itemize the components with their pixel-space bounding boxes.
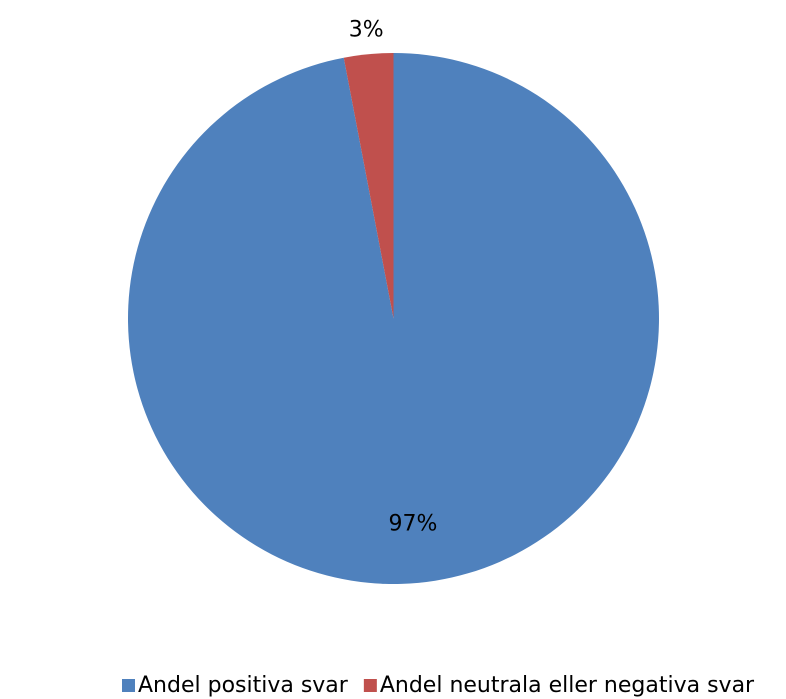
pie-slice bbox=[343, 53, 394, 319]
legend-swatch bbox=[363, 679, 377, 692]
legend-swatch bbox=[122, 679, 135, 692]
data-label: 3% bbox=[349, 17, 384, 42]
data-label: 97% bbox=[389, 512, 438, 537]
legend-label: Andel neutrala eller negativa svar bbox=[380, 673, 755, 698]
legend-label: Andel positiva svar bbox=[138, 673, 349, 698]
